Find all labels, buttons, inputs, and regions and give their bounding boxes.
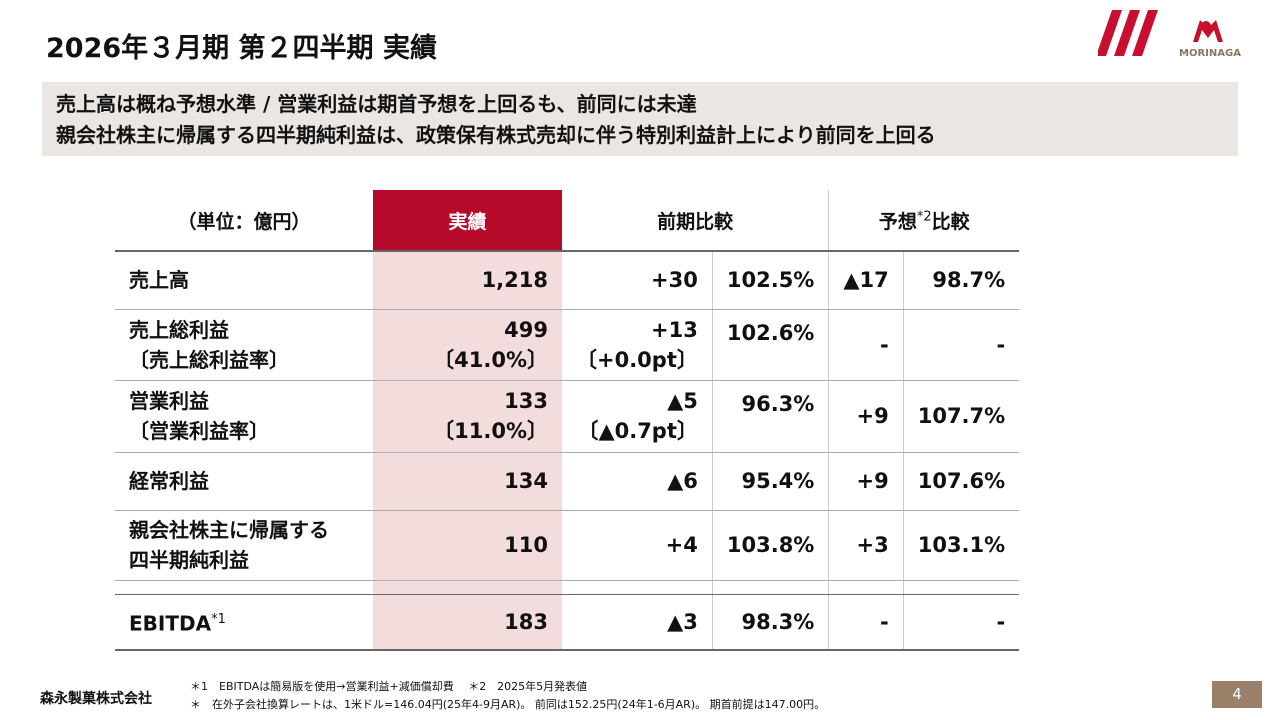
footnote-1: ＊1 EBITDAは簡易版を使用→営業利益+減価償却費 ＊2 2025年5月発表… bbox=[190, 680, 588, 693]
line-1: 親会社株主に帰属する bbox=[129, 518, 329, 542]
actual-value: 134 bbox=[373, 452, 562, 511]
table-row: 売上高 1,218 +30 102.5% ▲17 98.7% bbox=[115, 251, 1020, 310]
table-row: 経常利益 134 ▲6 95.4% +9 107.6% bbox=[115, 452, 1020, 511]
prev-pct: 96.3% bbox=[711, 380, 829, 453]
forecast-diff: ▲17 bbox=[828, 251, 904, 310]
prev-pct: 103.8% bbox=[711, 510, 829, 581]
table-row-ebitda: EBITDA*1 183 ▲3 98.3% - - bbox=[115, 594, 1020, 651]
line-2: 〔▲0.7pt〕 bbox=[577, 419, 698, 443]
footnote-mark: *2 bbox=[916, 209, 932, 225]
row-label: 売上総利益〔売上総利益率〕 bbox=[115, 309, 373, 381]
line-2: 〔+0.0pt〕 bbox=[576, 347, 698, 372]
forecast-pct: - bbox=[902, 594, 1020, 651]
forecast-pct: 107.7% bbox=[902, 380, 1020, 453]
morinaga-logo: MORINAGA bbox=[1098, 10, 1241, 59]
prev-diff: +4 bbox=[562, 510, 713, 581]
row-label: 経常利益 bbox=[115, 452, 373, 511]
line-1: 499 bbox=[504, 317, 548, 342]
actual-value: 110 bbox=[373, 510, 562, 581]
actual-value: 1,218 bbox=[373, 251, 562, 310]
line-1: 売上総利益 bbox=[129, 317, 229, 342]
row-label: EBITDA*1 bbox=[115, 594, 373, 651]
spacer-row bbox=[115, 580, 1020, 595]
forecast-pct: 107.6% bbox=[902, 452, 1020, 511]
table-header: （単位：億円） 実績 前期比較 予想*2比較 bbox=[115, 190, 1020, 252]
prev-diff: ▲3 bbox=[562, 594, 713, 651]
forecast-pct: 98.7% bbox=[902, 251, 1020, 310]
forecast-diff: +3 bbox=[828, 510, 904, 581]
prev-compare-header: 前期比較 bbox=[562, 190, 829, 252]
prev-pct: 102.6% bbox=[711, 309, 829, 381]
forecast-diff: +9 bbox=[828, 452, 904, 511]
prev-diff: ▲6 bbox=[562, 452, 713, 511]
line-1: +13 bbox=[651, 317, 698, 342]
compare-label: 比較 bbox=[931, 210, 970, 233]
ebitda-label: EBITDA bbox=[129, 611, 212, 636]
line-2: 〔営業利益率〕 bbox=[129, 419, 269, 443]
row-label: 売上高 bbox=[115, 251, 373, 310]
prev-diff: +30 bbox=[562, 251, 713, 310]
line-1: 133 bbox=[504, 389, 548, 413]
forecast-pct: - bbox=[902, 309, 1020, 381]
summary-banner: 売上高は概ね予想水準 / 営業利益は期首予想を上回るも、前同には未達 親会社株主… bbox=[42, 82, 1238, 156]
line-1: ▲6 bbox=[667, 469, 698, 493]
page-number: 4 bbox=[1212, 681, 1262, 708]
actual-value: 499 〔41.0%〕 bbox=[373, 309, 562, 381]
svg-text:MORINAGA: MORINAGA bbox=[1179, 48, 1241, 59]
company-name: 森永製菓株式会社 bbox=[40, 691, 152, 707]
prev-pct: 102.5% bbox=[711, 251, 829, 310]
actual-value: 183 bbox=[373, 594, 562, 651]
line-1: 営業利益 bbox=[129, 389, 209, 413]
summary-line-1: 売上高は概ね予想水準 / 営業利益は期首予想を上回るも、前同には未達 bbox=[56, 92, 697, 116]
line-2: 〔売上総利益率〕 bbox=[129, 347, 289, 372]
prev-pct: 95.4% bbox=[711, 452, 829, 511]
forecast-diff: - bbox=[828, 594, 904, 651]
line-1: 134 bbox=[504, 469, 548, 493]
actual-value: 133 〔11.0%〕 bbox=[373, 380, 562, 453]
results-table: （単位：億円） 実績 前期比較 予想*2比較 売上高 1,218 +30 102… bbox=[115, 190, 1020, 651]
actual-header: 実績 bbox=[373, 190, 562, 252]
prev-diff: ▲5 〔▲0.7pt〕 bbox=[562, 380, 713, 453]
forecast-diff: +9 bbox=[828, 380, 904, 453]
forecast-label: 予想 bbox=[878, 210, 917, 233]
line-1: 1,218 bbox=[481, 268, 548, 293]
row-label: 親会社株主に帰属する 四半期純利益 bbox=[115, 510, 373, 581]
footnote-mark: *1 bbox=[211, 611, 226, 627]
forecast-diff: - bbox=[828, 309, 904, 381]
table-row: 親会社株主に帰属する 四半期純利益 110 +4 103.8% +3 103.1% bbox=[115, 510, 1020, 581]
line-2: 〔41.0%〕 bbox=[433, 347, 548, 372]
line-1: +30 bbox=[651, 268, 698, 293]
line-1: ▲5 bbox=[667, 389, 698, 413]
prev-pct: 98.3% bbox=[711, 594, 829, 651]
row-label: 営業利益〔営業利益率〕 bbox=[115, 380, 373, 453]
prev-diff: +13 〔+0.0pt〕 bbox=[562, 309, 713, 381]
line-1: 売上高 bbox=[129, 268, 189, 293]
summary-line-2: 親会社株主に帰属する四半期純利益は、政策保有株式売却に伴う特別利益計上により前同… bbox=[56, 123, 936, 147]
page-title: 2026年３月期 第２四半期 実績 bbox=[46, 33, 437, 64]
table-row: 営業利益 〔営業利益率〕 133 〔11.0%〕 ▲5 〔▲0.7pt〕 96.3% … bbox=[115, 380, 1020, 453]
line-2: 〔11.0%〕 bbox=[433, 419, 548, 443]
forecast-pct: 103.1% bbox=[902, 510, 1020, 581]
table-row: 売上総利益〔売上総利益率〕 499 〔41.0%〕 +13 〔+0.0pt〕 102… bbox=[115, 309, 1020, 381]
line-2: 四半期純利益 bbox=[129, 548, 249, 572]
footnotes: ＊1 EBITDAは簡易版を使用→営業利益+減価償却費 ＊2 2025年5月発表… bbox=[190, 678, 825, 714]
line-1: 経常利益 bbox=[129, 469, 209, 493]
footnote-2: ＊ 在外子会社換算レートは、1米ドル=146.04円(25年4-9月AR)。 前… bbox=[190, 698, 826, 711]
unit-header: （単位：億円） bbox=[115, 190, 373, 252]
line-1: 110 bbox=[504, 533, 548, 557]
line-1: +4 bbox=[665, 533, 698, 557]
forecast-compare-header: 予想*2比較 bbox=[828, 190, 1020, 252]
